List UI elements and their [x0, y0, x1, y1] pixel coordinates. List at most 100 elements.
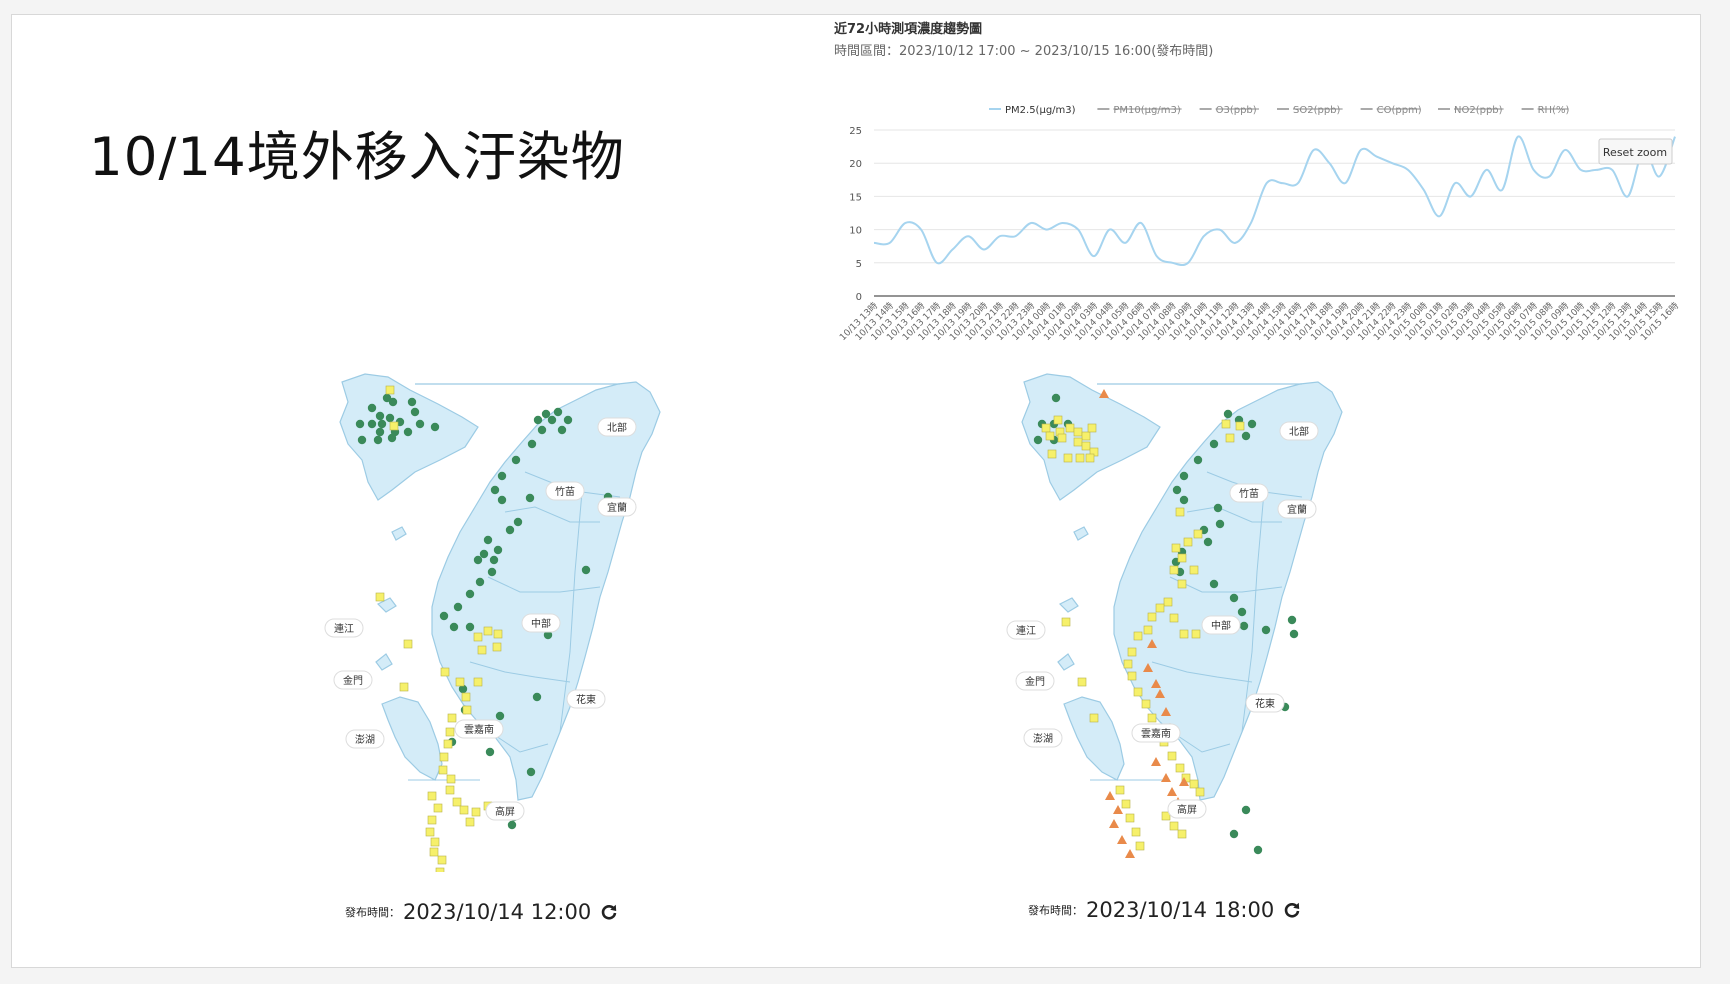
region-label-penghu[interactable]: 澎湖 [345, 729, 385, 749]
station-sensitive-marker[interactable] [1125, 849, 1135, 858]
station-moderate-marker[interactable] [1189, 779, 1199, 789]
station-moderate-marker[interactable] [1155, 603, 1165, 613]
station-moderate-marker[interactable] [473, 677, 483, 687]
station-moderate-marker[interactable] [425, 827, 435, 837]
station-moderate-marker[interactable] [1041, 423, 1051, 433]
station-good-marker[interactable] [532, 692, 542, 702]
station-good-marker[interactable] [375, 411, 385, 421]
station-moderate-marker[interactable] [483, 626, 493, 636]
station-sensitive-marker[interactable] [1179, 777, 1189, 786]
station-good-marker[interactable] [483, 535, 493, 545]
station-moderate-marker[interactable] [1169, 565, 1179, 575]
station-good-marker[interactable] [1239, 621, 1249, 631]
station-moderate-marker[interactable] [461, 692, 471, 702]
region-label-yilan[interactable]: 宜蘭 [1277, 499, 1317, 519]
station-good-marker[interactable] [1229, 593, 1239, 603]
station-good-marker[interactable] [1229, 829, 1239, 839]
station-sensitive-marker[interactable] [1109, 819, 1119, 828]
region-label-central[interactable]: 中部 [521, 613, 561, 633]
station-moderate-marker[interactable] [1161, 811, 1171, 821]
station-moderate-marker[interactable] [1133, 687, 1143, 697]
station-good-marker[interactable] [1051, 393, 1061, 403]
station-good-marker[interactable] [485, 747, 495, 757]
station-moderate-marker[interactable] [435, 867, 445, 872]
station-moderate-marker[interactable] [1183, 537, 1193, 547]
station-moderate-marker[interactable] [1047, 449, 1057, 459]
legend-item[interactable]: CO(ppm) [1360, 105, 1422, 116]
station-good-marker[interactable] [410, 407, 420, 417]
station-good-marker[interactable] [377, 419, 387, 429]
region-label-lienchiang[interactable]: 連江 [1006, 620, 1046, 640]
station-moderate-marker[interactable] [1179, 629, 1189, 639]
station-moderate-marker[interactable] [1167, 751, 1177, 761]
station-moderate-marker[interactable] [477, 645, 487, 655]
station-moderate-marker[interactable] [437, 855, 447, 865]
region-label-huadong[interactable]: 花東 [1245, 693, 1285, 713]
station-good-marker[interactable] [1241, 805, 1251, 815]
region-label-gaoping[interactable]: 高屏 [485, 801, 525, 821]
station-moderate-marker[interactable] [433, 803, 443, 813]
station-good-marker[interactable] [367, 403, 377, 413]
station-good-marker[interactable] [1179, 495, 1189, 505]
station-good-marker[interactable] [553, 407, 563, 417]
station-good-marker[interactable] [490, 485, 500, 495]
station-moderate-marker[interactable] [459, 805, 469, 815]
legend-item[interactable]: SO2(ppb) [1277, 105, 1343, 116]
station-moderate-marker[interactable] [1063, 453, 1073, 463]
station-moderate-marker[interactable] [445, 727, 455, 737]
station-moderate-marker[interactable] [1127, 647, 1137, 657]
station-sensitive-marker[interactable] [1105, 791, 1115, 800]
station-moderate-marker[interactable] [385, 385, 395, 395]
station-moderate-marker[interactable] [1225, 433, 1235, 443]
station-good-marker[interactable] [1247, 419, 1257, 429]
station-good-marker[interactable] [367, 419, 377, 429]
station-good-marker[interactable] [493, 545, 503, 555]
region-label-yunjianan[interactable]: 雲嘉南 [1131, 723, 1181, 743]
station-moderate-marker[interactable] [1115, 785, 1125, 795]
station-good-marker[interactable] [1172, 485, 1182, 495]
station-moderate-marker[interactable] [462, 705, 472, 715]
station-moderate-marker[interactable] [399, 682, 409, 692]
station-good-marker[interactable] [1223, 409, 1233, 419]
station-moderate-marker[interactable] [452, 797, 462, 807]
region-label-yilan[interactable]: 宜蘭 [597, 497, 637, 517]
station-good-marker[interactable] [1209, 579, 1219, 589]
station-good-marker[interactable] [1287, 615, 1297, 625]
station-sensitive-marker[interactable] [1167, 787, 1177, 796]
station-sensitive-marker[interactable] [1099, 389, 1109, 398]
station-sensitive-marker[interactable] [1147, 639, 1157, 648]
station-good-marker[interactable] [355, 419, 365, 429]
station-moderate-marker[interactable] [427, 791, 437, 801]
station-moderate-marker[interactable] [1053, 415, 1063, 425]
station-moderate-marker[interactable] [438, 765, 448, 775]
station-moderate-marker[interactable] [1141, 699, 1151, 709]
region-label-north[interactable]: 北部 [597, 417, 637, 437]
station-sensitive-marker[interactable] [1161, 707, 1171, 716]
station-good-marker[interactable] [511, 455, 521, 465]
station-good-marker[interactable] [1241, 431, 1251, 441]
station-good-marker[interactable] [407, 397, 417, 407]
station-good-marker[interactable] [581, 565, 591, 575]
station-good-marker[interactable] [1209, 439, 1219, 449]
region-label-gaoping[interactable]: 高屏 [1167, 799, 1207, 819]
station-good-marker[interactable] [1237, 607, 1247, 617]
region-label-kinmen[interactable]: 金門 [1015, 671, 1055, 691]
station-moderate-marker[interactable] [429, 847, 439, 857]
region-label-lienchiang[interactable]: 連江 [324, 618, 364, 638]
station-moderate-marker[interactable] [1077, 677, 1087, 687]
station-good-marker[interactable] [513, 517, 523, 527]
station-good-marker[interactable] [489, 555, 499, 565]
station-moderate-marker[interactable] [492, 642, 502, 652]
station-good-marker[interactable] [1261, 625, 1271, 635]
station-good-marker[interactable] [479, 549, 489, 559]
station-moderate-marker[interactable] [1057, 433, 1067, 443]
station-moderate-marker[interactable] [1221, 419, 1231, 429]
station-moderate-marker[interactable] [1089, 713, 1099, 723]
refresh-icon[interactable] [600, 903, 618, 921]
station-good-marker[interactable] [415, 419, 425, 429]
station-moderate-marker[interactable] [465, 817, 475, 827]
station-moderate-marker[interactable] [1169, 613, 1179, 623]
station-moderate-marker[interactable] [1121, 799, 1131, 809]
station-sensitive-marker[interactable] [1143, 663, 1153, 672]
station-good-marker[interactable] [453, 602, 463, 612]
